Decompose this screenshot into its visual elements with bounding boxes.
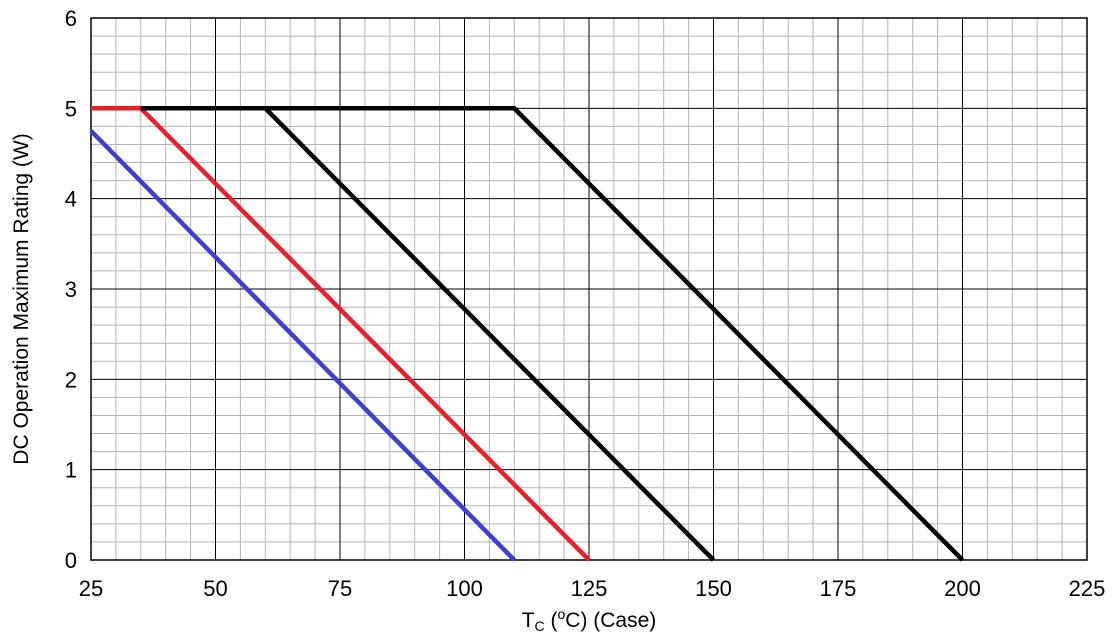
x-axis-title-sub: C <box>535 618 545 634</box>
x-tick-label: 25 <box>79 576 103 601</box>
x-axis-title-sup: o <box>557 606 565 622</box>
x-tick-label: 125 <box>571 576 608 601</box>
y-tick-label: 5 <box>65 96 77 121</box>
y-tick-label: 0 <box>65 548 77 573</box>
x-tick-label: 100 <box>446 576 483 601</box>
y-tick-labels: 0 1 2 3 4 5 6 <box>65 6 77 573</box>
x-tick-label: 175 <box>820 576 857 601</box>
y-tick-label: 1 <box>65 458 77 483</box>
x-tick-label: 75 <box>328 576 352 601</box>
x-tick-label: 150 <box>695 576 732 601</box>
series-line-1 <box>89 129 516 562</box>
series-line-4 <box>265 106 965 562</box>
x-tick-labels: 25 50 75 100 125 150 175 200 225 <box>79 576 1106 601</box>
series-layer <box>89 106 965 562</box>
x-axis-title-main: T <box>522 609 535 632</box>
x-tick-label: 225 <box>1069 576 1106 601</box>
y-tick-label: 4 <box>65 187 77 212</box>
y-tick-label: 2 <box>65 367 77 392</box>
x-tick-label: 200 <box>944 576 981 601</box>
x-tick-label: 50 <box>203 576 227 601</box>
x-axis-title-rest-b: C) (Case) <box>565 609 656 632</box>
y-axis-title: DC Operation Maximum Rating (W) <box>10 133 33 464</box>
x-axis-title-rest-a: ( <box>545 609 558 632</box>
y-tick-label: 3 <box>65 277 77 302</box>
y-tick-label: 6 <box>65 6 77 31</box>
x-axis-title: TC (oC) (Case) <box>522 606 657 634</box>
series-line-3 <box>140 106 716 562</box>
